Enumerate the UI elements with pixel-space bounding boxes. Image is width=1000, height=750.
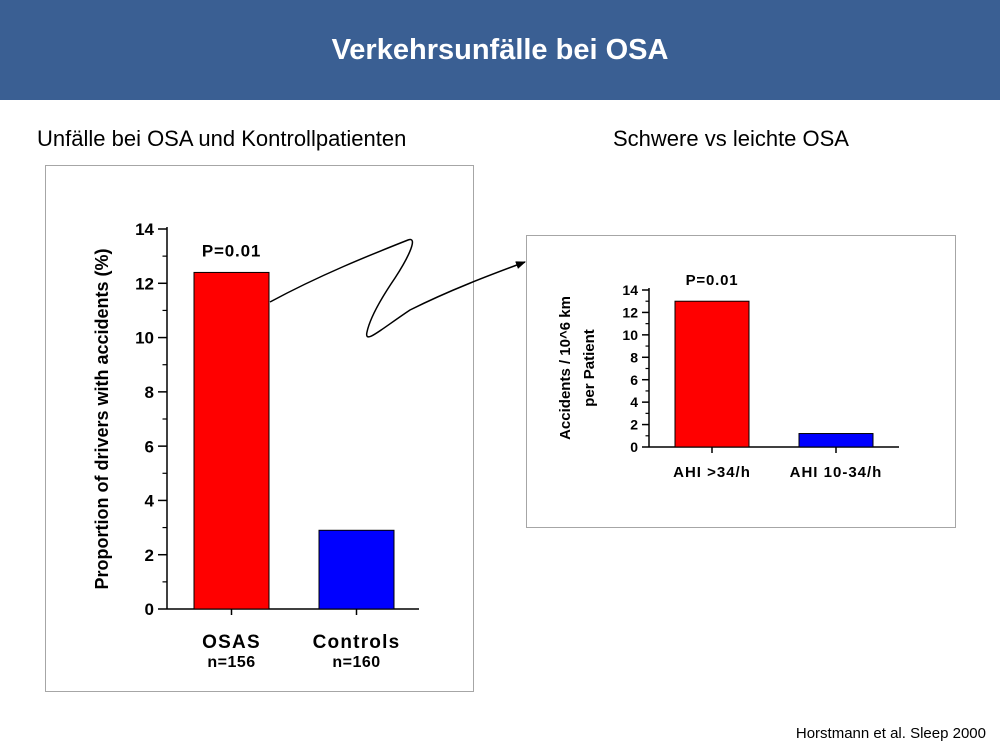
left-chart-sample-size-label: n=160	[332, 654, 380, 671]
right-chart-y-tick-label: 6	[630, 372, 638, 388]
left-chart-y-tick-label: 8	[145, 383, 154, 402]
left-chart-bar-1	[193, 271, 270, 610]
right-chart-y-tick-label: 0	[630, 439, 638, 455]
right-chart-y-tick-label: 2	[630, 417, 638, 433]
right-chart-y-tick-label: 8	[630, 349, 638, 365]
left-section-title: Unfälle bei OSA und Kontrollpatienten	[37, 126, 407, 151]
left-chart-y-tick-label: 0	[145, 600, 154, 619]
right-chart-panel: 0 2 4 6 8 10 12 14 AHI >34/h AHI 10-34/h P=0.01 Acc…	[526, 235, 956, 528]
right-chart-category-label: AHI 10-34/h	[790, 464, 883, 481]
left-chart-panel: 0 2 4 6 8 10 12 14 OSAS n=156 Controls n=160 P=0.01 P…	[45, 165, 474, 692]
left-chart-category-label: Controls	[313, 632, 401, 653]
left-chart-y-tick-label: 4	[145, 492, 155, 511]
citation: Horstmann et al. Sleep 2000	[795, 725, 986, 742]
left-chart-p-value-annotation: P=0.01	[202, 241, 261, 260]
right-chart-y-axis-label-line-1: Accidents / 10^6 km	[557, 296, 574, 440]
left-chart-y-tick-label: 10	[135, 329, 154, 348]
left-chart-sample-size-label: n=156	[207, 654, 255, 671]
right-chart-p-value-annotation: P=0.01	[686, 272, 739, 289]
right-chart-category-label: AHI >34/h	[673, 464, 751, 481]
right-chart-bar-1	[674, 300, 750, 448]
left-chart-bar-2	[318, 529, 395, 610]
left-chart-y-axis-label: Proportion of drivers with accidents (%)	[92, 248, 112, 589]
right-chart-y-tick-label: 10	[622, 327, 638, 343]
right-chart-y-tick-label: 12	[622, 304, 638, 320]
left-chart-y-tick-label: 6	[145, 437, 154, 456]
right-section-title: Schwere vs leichte OSA	[613, 126, 849, 151]
header-bar: Verkehrsunfälle bei OSA	[0, 0, 1000, 100]
right-bar-chart: 0 2 4 6 8 10 12 14 AHI >34/h AHI 10-34/h P=0.01 Acc…	[557, 272, 899, 481]
left-chart-y-tick-label: 12	[135, 274, 154, 293]
left-chart-y-tick-label: 14	[135, 220, 154, 239]
right-chart-y-tick-label: 4	[630, 394, 638, 410]
connector-arrow	[269, 238, 526, 338]
right-chart-y-axis-label-line-2: per Patient	[581, 329, 598, 407]
left-chart-category-label: OSAS	[202, 632, 261, 653]
left-chart-y-tick-label: 2	[145, 546, 154, 565]
page-title: Verkehrsunfälle bei OSA	[331, 34, 669, 66]
right-chart-y-tick-label: 14	[622, 282, 638, 298]
